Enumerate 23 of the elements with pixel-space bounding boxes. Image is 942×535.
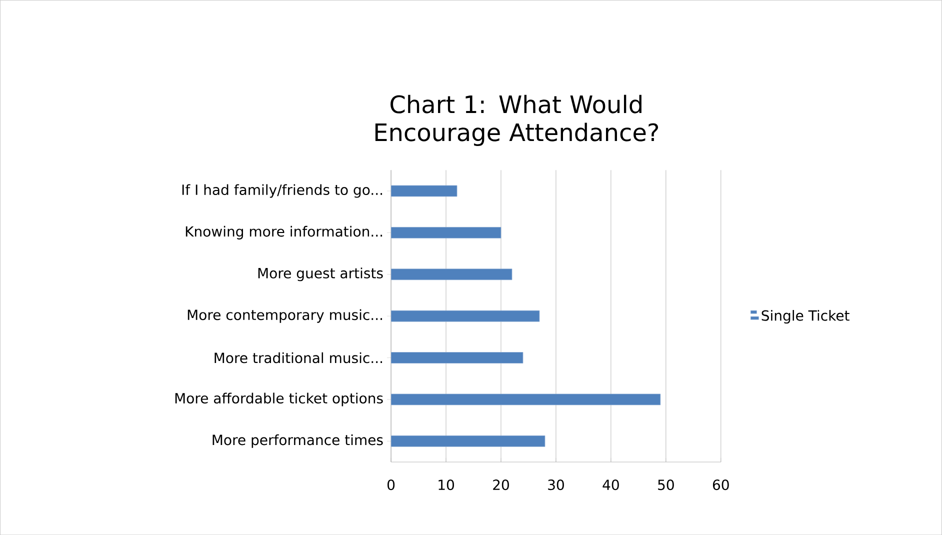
bar [391, 185, 458, 197]
x-tick-label: 20 [493, 479, 509, 490]
x-tick-label: 40 [602, 479, 619, 490]
bar [391, 268, 512, 280]
bar [391, 310, 540, 322]
bar [391, 226, 502, 238]
y-tick-label: More guest artists [258, 268, 383, 282]
legend-label: Single Ticket [762, 310, 850, 324]
chart-title: Chart 1: What Would Encourage Attendance? [375, 94, 658, 146]
bar [391, 352, 524, 364]
bar [391, 435, 546, 447]
y-tick-label: More traditional music... [214, 352, 382, 364]
y-tick-label: Knowing more information... [186, 226, 382, 240]
y-tick-label: More performance times [212, 434, 383, 448]
bar [391, 394, 661, 406]
x-tick-label: 30 [548, 479, 564, 490]
x-tick-label: 60 [712, 479, 729, 490]
y-tick-label: If I had family/friends to go... [182, 184, 382, 198]
y-tick-label: More affordable ticket options [175, 392, 383, 406]
x-tick-label: 10 [438, 479, 454, 490]
x-tick-label: 0 [388, 479, 395, 490]
x-tick-label: 50 [658, 479, 674, 490]
y-tick-label: More contemporary music... [188, 309, 382, 323]
